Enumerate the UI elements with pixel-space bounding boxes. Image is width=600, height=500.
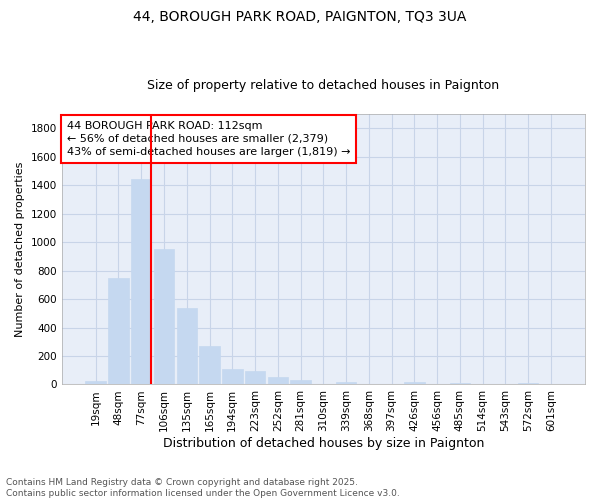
Bar (85, 382, 106, 384)
Bar (199, 346, 220, 385)
Text: 44, BOROUGH PARK ROAD, PAIGNTON, TQ3 3UA: 44, BOROUGH PARK ROAD, PAIGNTON, TQ3 3UA (133, 10, 467, 24)
Bar (404, 382, 425, 384)
Bar (268, 378, 288, 384)
Bar (245, 371, 265, 384)
Bar (336, 382, 356, 384)
Bar (154, 249, 174, 384)
Bar (131, 180, 151, 384)
Y-axis label: Number of detached properties: Number of detached properties (15, 162, 25, 337)
Bar (176, 308, 197, 384)
Bar (108, 278, 129, 384)
Bar (222, 369, 242, 384)
Bar (290, 380, 311, 384)
Title: Size of property relative to detached houses in Paignton: Size of property relative to detached ho… (147, 79, 499, 92)
Text: Contains HM Land Registry data © Crown copyright and database right 2025.
Contai: Contains HM Land Registry data © Crown c… (6, 478, 400, 498)
Text: 44 BOROUGH PARK ROAD: 112sqm
← 56% of detached houses are smaller (2,379)
43% of: 44 BOROUGH PARK ROAD: 112sqm ← 56% of de… (67, 121, 350, 157)
X-axis label: Distribution of detached houses by size in Paignton: Distribution of detached houses by size … (163, 437, 484, 450)
Bar (449, 383, 470, 384)
